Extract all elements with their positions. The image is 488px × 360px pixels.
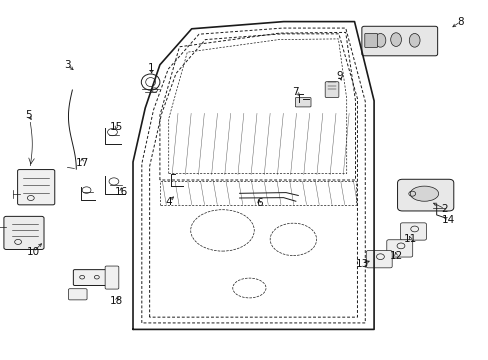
Text: 4: 4: [165, 197, 172, 207]
Text: 11: 11: [403, 234, 417, 244]
FancyBboxPatch shape: [73, 270, 109, 285]
Text: 7: 7: [292, 87, 299, 97]
Text: 18: 18: [109, 296, 123, 306]
FancyBboxPatch shape: [18, 170, 55, 205]
FancyBboxPatch shape: [386, 240, 412, 257]
Text: 15: 15: [109, 122, 123, 132]
FancyBboxPatch shape: [295, 98, 310, 107]
Text: 3: 3: [64, 60, 71, 70]
Text: 17: 17: [75, 158, 89, 168]
Text: 16: 16: [114, 186, 128, 197]
FancyBboxPatch shape: [400, 223, 426, 240]
FancyBboxPatch shape: [397, 179, 453, 211]
FancyBboxPatch shape: [325, 82, 338, 98]
Ellipse shape: [408, 33, 419, 47]
FancyBboxPatch shape: [366, 251, 391, 268]
FancyBboxPatch shape: [361, 26, 437, 56]
Text: 9: 9: [336, 71, 343, 81]
Text: 6: 6: [255, 198, 262, 208]
Text: 5: 5: [25, 110, 32, 120]
FancyBboxPatch shape: [364, 33, 377, 48]
FancyBboxPatch shape: [4, 216, 44, 249]
Text: 14: 14: [441, 215, 455, 225]
Text: 12: 12: [388, 251, 402, 261]
Text: 2: 2: [441, 204, 447, 214]
Text: 10: 10: [27, 247, 40, 257]
Text: 1: 1: [148, 63, 155, 73]
Ellipse shape: [390, 33, 401, 46]
FancyBboxPatch shape: [105, 266, 119, 289]
Ellipse shape: [409, 186, 438, 201]
Ellipse shape: [374, 33, 385, 47]
Text: 8: 8: [456, 17, 463, 27]
FancyBboxPatch shape: [68, 289, 87, 300]
Text: 13: 13: [355, 258, 369, 269]
